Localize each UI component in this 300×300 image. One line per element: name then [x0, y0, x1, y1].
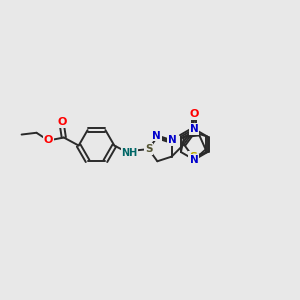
Text: N: N: [190, 124, 199, 134]
Text: N: N: [168, 135, 177, 146]
Text: NH: NH: [122, 148, 138, 158]
Text: O: O: [190, 110, 199, 119]
Text: S: S: [145, 144, 152, 154]
Text: S: S: [189, 152, 197, 162]
Text: N: N: [190, 155, 199, 165]
Text: O: O: [44, 136, 53, 146]
Text: N: N: [152, 131, 161, 141]
Text: O: O: [57, 117, 66, 128]
